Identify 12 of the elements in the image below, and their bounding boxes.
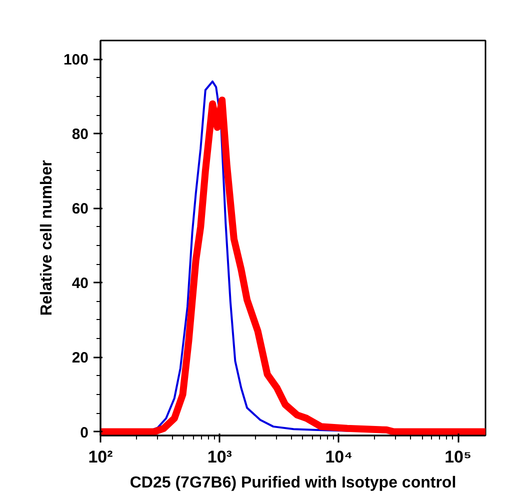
- y-tick-label: 60: [72, 200, 89, 218]
- x-tick-label: 10⁴: [325, 448, 353, 466]
- y-axis-title: Relative cell number: [38, 160, 56, 316]
- x-tick-label: 10²: [88, 448, 114, 466]
- y-tick-label: 80: [72, 126, 89, 144]
- y-tick-label: 100: [63, 52, 89, 69]
- y-tick-label: 40: [72, 275, 89, 292]
- y-tick-label: 0: [80, 424, 88, 442]
- y-tick-label: 20: [72, 350, 89, 367]
- x-tick-label: 10³: [207, 448, 232, 466]
- x-tick-label: 10⁵: [444, 448, 472, 466]
- x-axis-title: CD25 (7G7B6) Purified with Isotype control: [130, 474, 456, 492]
